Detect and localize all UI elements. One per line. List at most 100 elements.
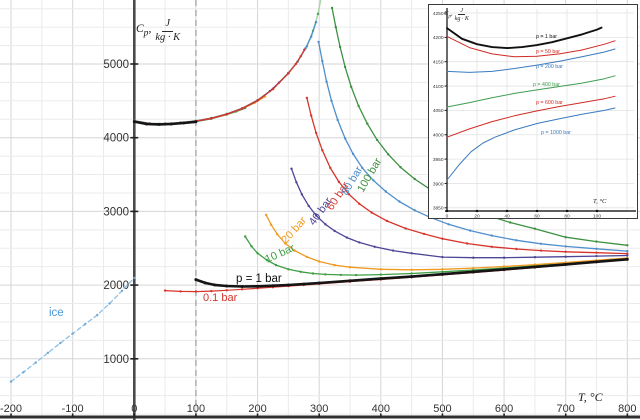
svg-text:700: 700	[557, 403, 575, 415]
curve-p40-vapor-point	[358, 241, 361, 244]
curve-p100-vapor	[331, 7, 628, 246]
curve-p100-vapor-point	[413, 177, 416, 181]
curve-p0.1-vapor-point	[241, 288, 244, 291]
curve-p1-vapor-point	[317, 281, 321, 285]
curve-label-ice: ice	[49, 307, 64, 319]
curve-p10-vapor-point	[379, 273, 382, 276]
curve-p20-vapor-point	[333, 263, 336, 267]
curve-p60-liquid-point	[294, 62, 297, 66]
curve-p60-vapor-point	[314, 131, 318, 135]
curve-p10-vapor-point	[299, 270, 302, 273]
curve-ice-point	[46, 351, 50, 354]
curve-p80-vapor-point	[413, 209, 416, 212]
curve-p100-vapor-point	[338, 45, 342, 49]
curve-p40-vapor-point	[502, 256, 506, 259]
curve-p10-vapor-point	[410, 272, 413, 275]
inset-label-p-400-bar: p = 400 bar	[533, 82, 560, 88]
curve-p40-vapor-point	[333, 229, 336, 233]
curve-p20-vapor-point	[410, 268, 413, 271]
curve-p1-vapor-point	[302, 282, 306, 286]
curve-p40-vapor-point	[295, 181, 298, 184]
curve-p20-vapor-point	[265, 213, 268, 217]
curve-p40-vapor-point	[441, 255, 444, 259]
curve-ice-point	[120, 289, 124, 292]
curve-p100-vapor-point	[595, 240, 598, 243]
curve-p10-vapor-point	[244, 235, 247, 238]
curve-p60-vapor-point	[310, 114, 313, 117]
curve-p60-liquid-point	[303, 48, 306, 51]
curve-p0.1-vapor-point	[179, 290, 182, 293]
curve-ice-point	[59, 341, 62, 345]
curve-p80-vapor-point	[447, 223, 450, 226]
curve-p80-vapor-point	[343, 137, 347, 140]
curve-p1-liquid-point	[194, 120, 198, 124]
curve-p40-vapor-point	[626, 254, 629, 257]
curve-p1-vapor-point	[379, 277, 383, 281]
curve-p1-vapor-point	[533, 265, 537, 269]
inset-y-axis-symbol: Cp,	[444, 10, 453, 20]
curve-p40-vapor-point	[373, 245, 376, 248]
inset-curve-i50	[446, 35, 616, 58]
curve-p1-vapor-point	[271, 284, 275, 288]
svg-text:400: 400	[372, 403, 390, 415]
svg-text:80: 80	[564, 214, 570, 220]
curve-p80-vapor-point	[564, 245, 567, 248]
curve-p60-vapor-point	[626, 252, 629, 255]
curve-p20-vapor-point	[269, 223, 273, 226]
curve-p60-vapor-point	[539, 249, 543, 252]
curve-p1-vapor-point	[256, 284, 260, 288]
curve-p1-liquid-point	[145, 122, 149, 126]
svg-text:3850: 3850	[433, 206, 444, 212]
svg-text:60: 60	[534, 214, 540, 220]
curve-p80-vapor-point	[336, 118, 339, 122]
inset-label-p-50-bar: p = 50 bar	[536, 49, 560, 55]
inset-x-axis-title: T, °C	[593, 198, 607, 205]
curve-p10-vapor-point	[250, 245, 253, 248]
curve-p60-vapor-point	[321, 149, 324, 152]
curve-p80-vapor-point	[384, 190, 387, 193]
curve-p1-vapor-point	[471, 270, 475, 274]
curve-p1-vapor-point	[203, 281, 207, 285]
curve-p40-vapor-point	[564, 255, 567, 258]
svg-text:0: 0	[446, 214, 449, 220]
svg-text:4000: 4000	[433, 133, 444, 139]
curve-p80-vapor-point	[626, 249, 629, 253]
curve-p60-vapor-point	[404, 227, 407, 230]
curve-p60-vapor-point	[595, 251, 598, 254]
curve-p60-vapor-point	[337, 180, 341, 184]
curve-p80-vapor-point	[351, 152, 355, 156]
curve-p10-vapor-point	[287, 268, 290, 271]
svg-text:4250: 4250	[433, 11, 444, 17]
inset-label-p-1-bar: p = 1 bar	[536, 34, 557, 40]
curve-p100-vapor-point	[509, 221, 512, 224]
curve-p10-vapor-point	[311, 272, 315, 275]
svg-text:4150: 4150	[433, 60, 444, 66]
curve-p40-vapor-point	[391, 249, 395, 252]
curve-ice-point	[22, 371, 25, 374]
curve-p1-vapor-point	[595, 260, 598, 264]
curve-p80-liquid-point	[314, 20, 318, 24]
inset-label-p-200-bar: p = 200 bar	[536, 64, 563, 70]
curve-p100-vapor-point	[350, 85, 353, 89]
curve-p60-liquid-point	[241, 107, 244, 110]
main-tick-labels: -200 -100 0 100 200 300 400 500 600 700 8001000200…	[0, 59, 637, 417]
curve-ice-point	[96, 313, 99, 317]
curve-p60-vapor	[306, 97, 628, 255]
svg-text:-200: -200	[0, 403, 22, 415]
curve-label-p-1-bar: p = 1 bar	[236, 273, 282, 285]
curve-p60-vapor-point	[465, 242, 469, 245]
curve-p20-vapor-point	[472, 266, 475, 270]
curve-p100-vapor-point	[330, 6, 334, 10]
curve-p80-liquid-point	[310, 35, 313, 38]
inset-curve-i200	[446, 48, 616, 73]
curve-p10-vapor-point	[355, 273, 358, 277]
curve-p1-liquid-point	[182, 121, 186, 125]
svg-text:100: 100	[187, 403, 205, 415]
curve-p80-vapor-point	[361, 166, 364, 170]
main-y-axis-symbol: Cp,	[136, 23, 152, 39]
curve-p60-vapor-point	[385, 219, 389, 223]
